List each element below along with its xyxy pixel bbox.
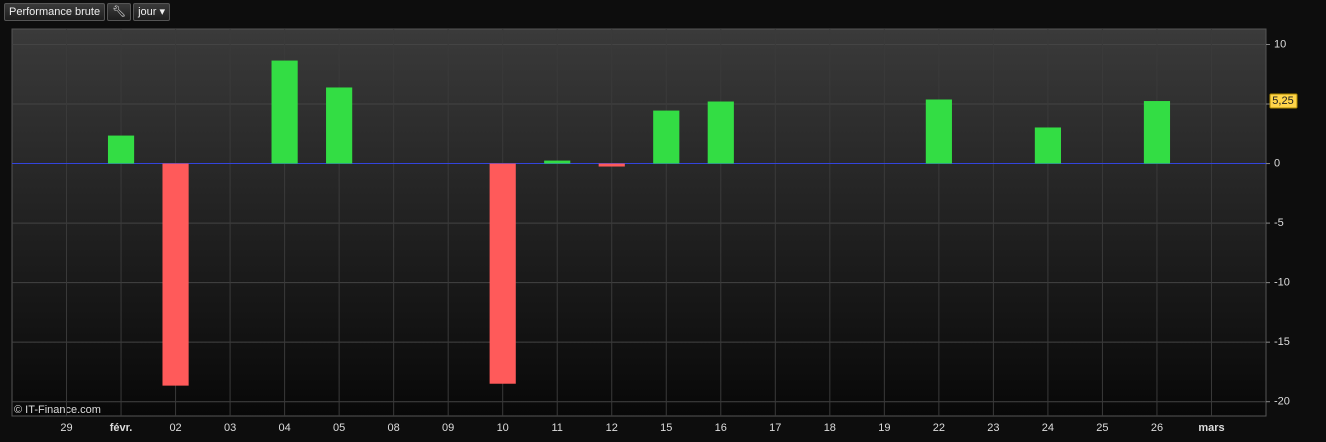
bar — [1143, 101, 1171, 164]
x-tick-label: 19 — [878, 422, 890, 434]
y-tick-label: 0 — [1274, 157, 1280, 169]
x-tick-label: mars — [1198, 422, 1224, 434]
x-tick-label: 18 — [824, 422, 836, 434]
x-tick-label: févr. — [110, 422, 133, 434]
x-tick-label: 25 — [1096, 422, 1108, 434]
x-tick-label: 22 — [933, 422, 945, 434]
x-tick-label: 04 — [278, 422, 290, 434]
y-tick-label: -10 — [1274, 277, 1290, 289]
bar — [326, 87, 353, 164]
period-label: jour — [138, 6, 157, 18]
x-tick-label: 15 — [660, 422, 672, 434]
y-tick-label: -5 — [1274, 217, 1284, 229]
x-tick-label: 10 — [497, 422, 509, 434]
x-tick-label: 09 — [442, 422, 454, 434]
x-tick-label: 17 — [769, 422, 781, 434]
x-tick-label: 08 — [388, 422, 400, 434]
x-tick-label: 24 — [1042, 422, 1054, 434]
watermark: © IT-Finance.com — [14, 404, 101, 416]
x-tick-label: 26 — [1151, 422, 1163, 434]
y-tick-label: -20 — [1274, 396, 1290, 408]
indicator-button[interactable]: Performance brute — [4, 3, 106, 21]
bar — [544, 160, 571, 164]
bar — [598, 163, 625, 167]
bar — [162, 163, 189, 386]
last-value-marker — [1269, 93, 1298, 109]
toolbar: Performance brute 🔧︎ jour ▾ — [4, 3, 170, 21]
x-tick-label: 16 — [715, 422, 727, 434]
bar — [707, 101, 734, 164]
y-tick-label: -15 — [1274, 336, 1290, 348]
x-tick-label: 02 — [169, 422, 181, 434]
x-tick-label: 03 — [224, 422, 236, 434]
bar — [271, 60, 298, 164]
period-dropdown[interactable]: jour ▾ — [133, 3, 170, 21]
bar — [925, 99, 952, 164]
last-value-label: 5,25 — [1272, 95, 1293, 107]
bar — [489, 163, 516, 384]
x-tick-label: 23 — [987, 422, 999, 434]
x-tick-label: 05 — [333, 422, 345, 434]
plot-area — [11, 28, 1267, 417]
bar — [653, 110, 680, 164]
x-tick-label: 29 — [60, 422, 72, 434]
settings-button[interactable]: 🔧︎ — [107, 3, 132, 21]
bar — [107, 135, 135, 164]
x-tick-label: 12 — [606, 422, 618, 434]
x-tick-label: 11 — [552, 422, 563, 434]
y-tick-label: 10 — [1274, 38, 1286, 50]
bar — [1034, 127, 1061, 164]
